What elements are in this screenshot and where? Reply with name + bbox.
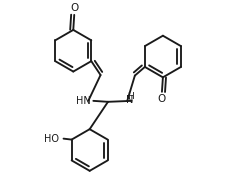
Text: HO: HO (44, 134, 59, 144)
Text: H: H (127, 92, 134, 101)
Text: O: O (71, 3, 79, 13)
Text: O: O (158, 94, 166, 104)
Text: N: N (127, 95, 134, 105)
Text: HN: HN (76, 96, 91, 106)
